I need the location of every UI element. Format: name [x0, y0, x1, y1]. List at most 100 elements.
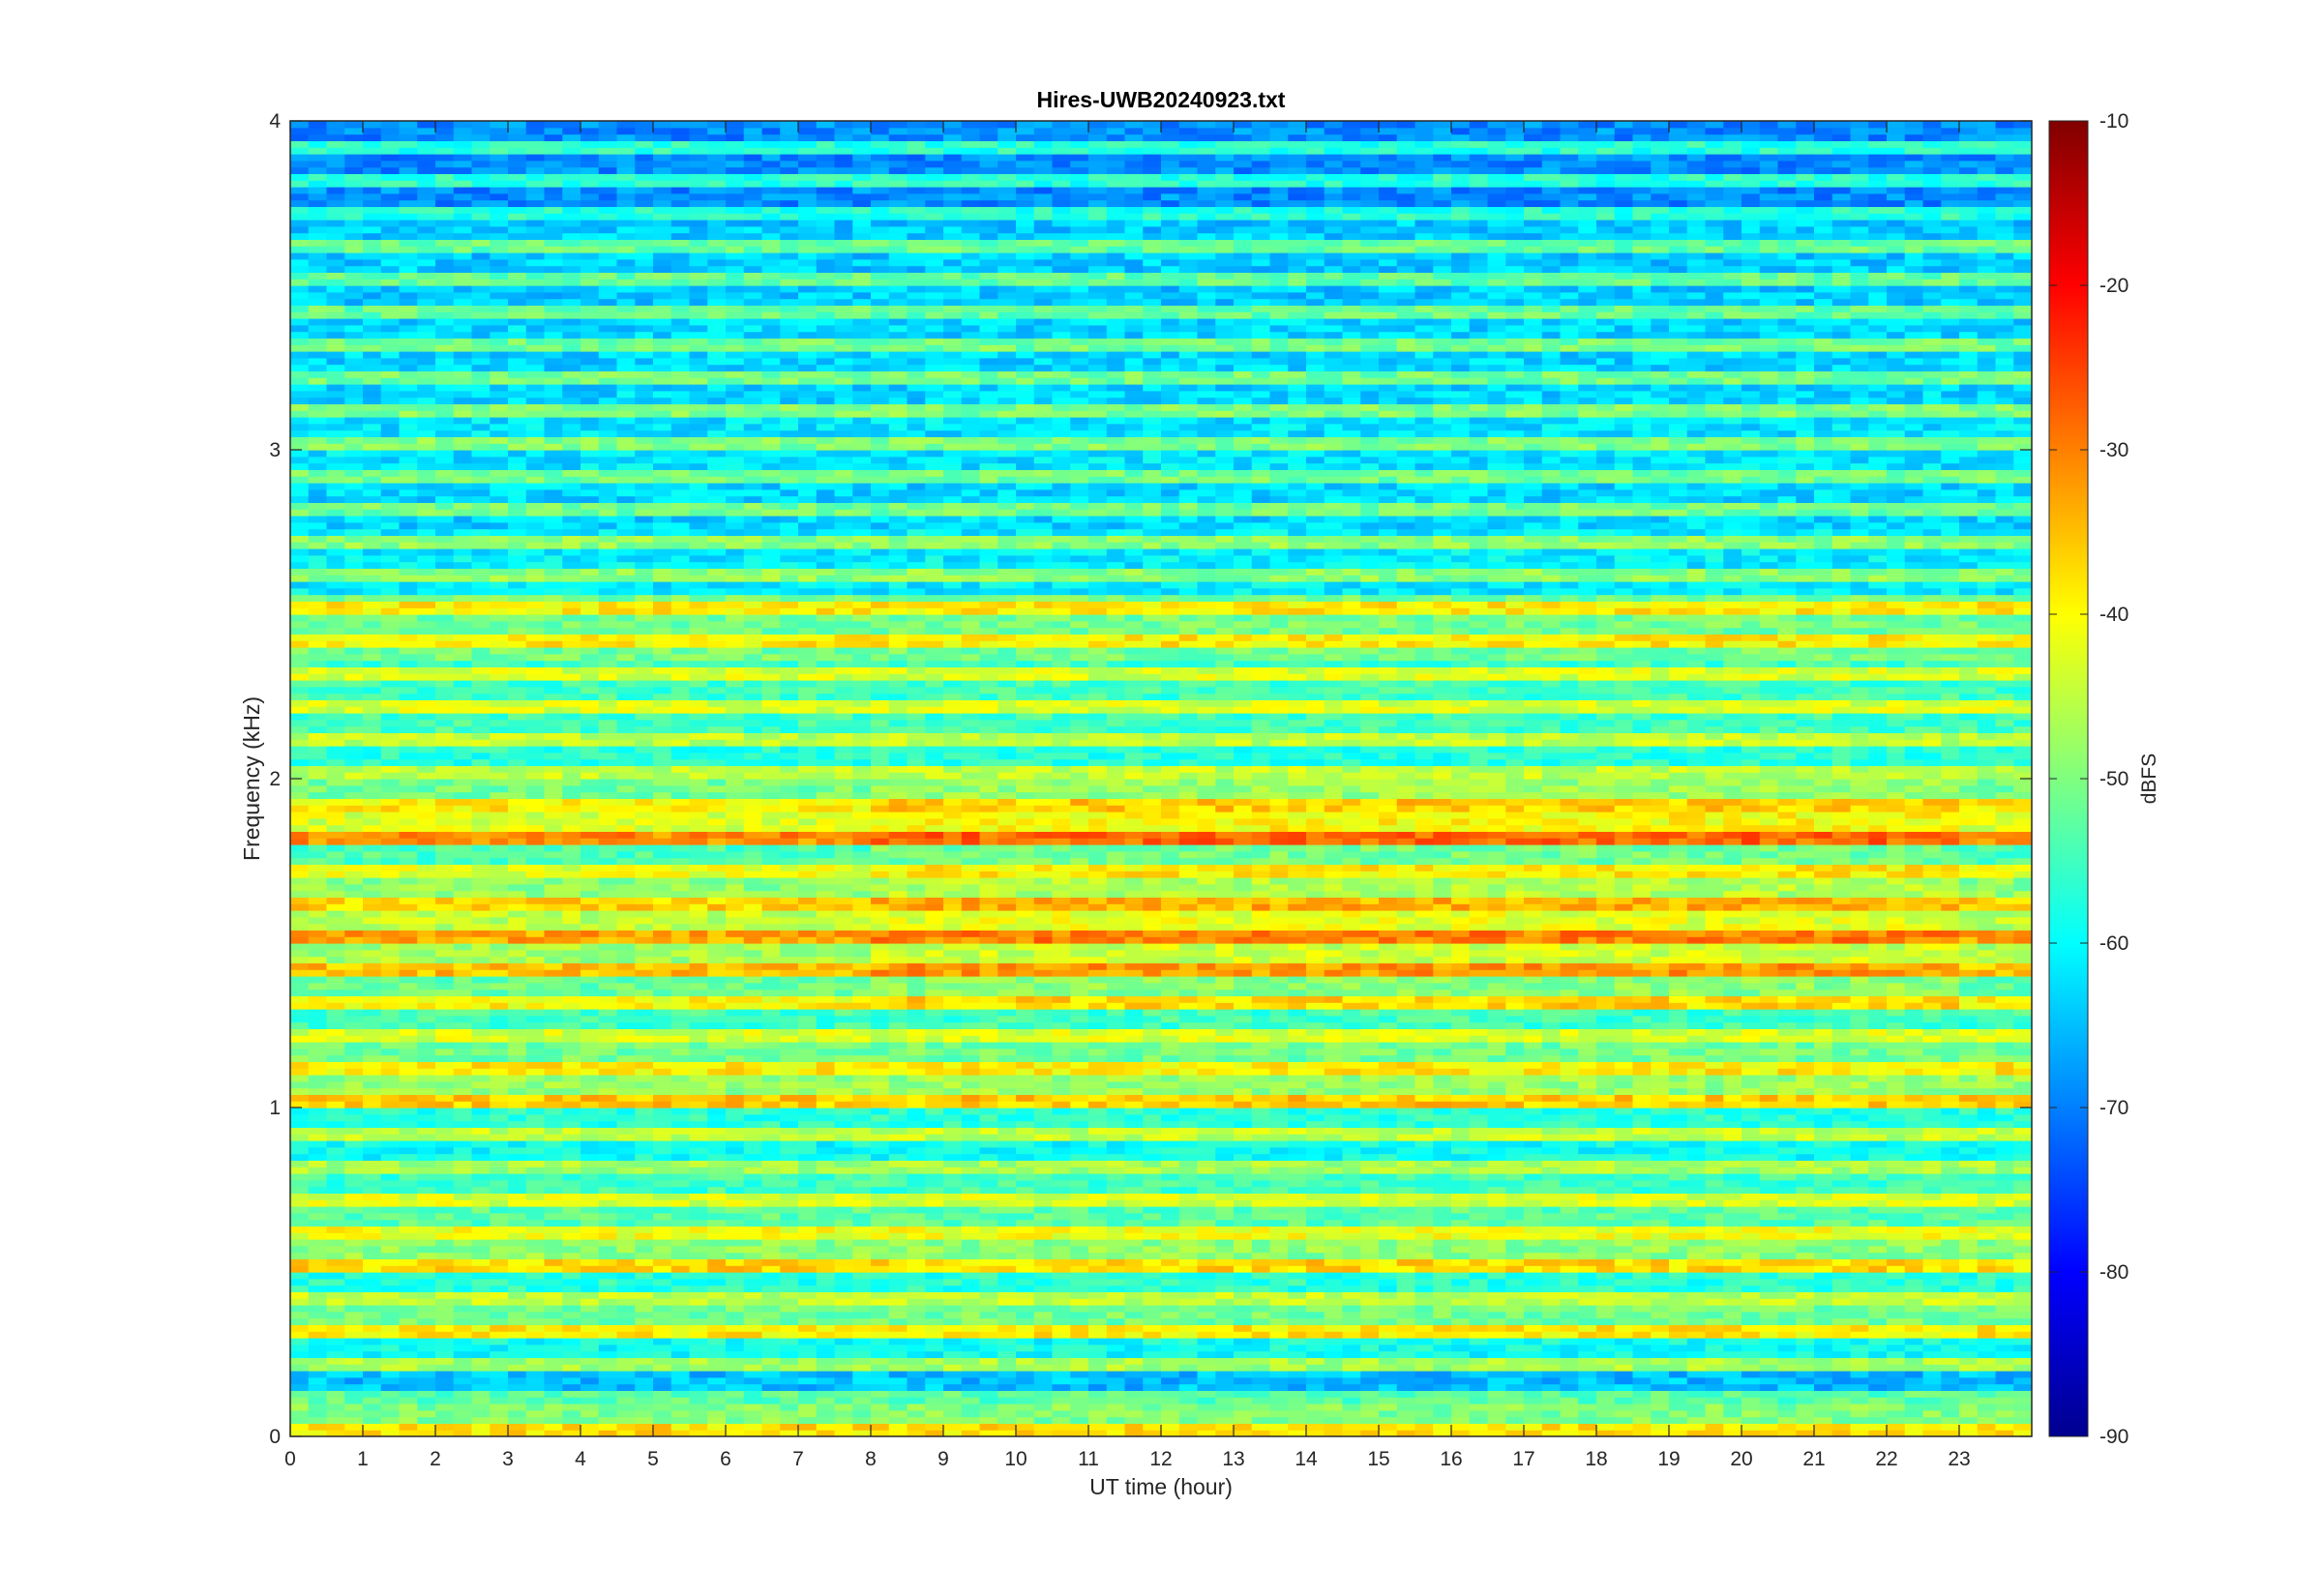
heatmap-cell	[1723, 1094, 1742, 1102]
heatmap-cell	[1796, 1101, 1815, 1108]
heatmap-cell	[852, 1258, 872, 1266]
heatmap-cell	[943, 1212, 963, 1221]
heatmap-cell	[453, 1376, 473, 1385]
heatmap-cell	[1052, 1226, 1071, 1233]
heatmap-cell	[1922, 1278, 1942, 1286]
heatmap-cell	[1451, 1317, 1471, 1325]
heatmap-cell	[726, 1212, 745, 1221]
heatmap-cell	[1396, 1383, 1416, 1391]
heatmap-cell	[616, 1272, 636, 1280]
heatmap-cell	[344, 1305, 364, 1313]
heatmap-cell	[308, 1108, 328, 1115]
heatmap-cell	[326, 1344, 345, 1352]
heatmap-cell	[1578, 1364, 1597, 1372]
heatmap-cell	[363, 1416, 382, 1424]
heatmap-cell	[1124, 1173, 1144, 1181]
heatmap-cell	[943, 1376, 963, 1385]
heatmap-cell	[670, 1364, 691, 1372]
heatmap-cell	[1288, 1226, 1307, 1233]
heatmap-cell	[1887, 1298, 1906, 1306]
heatmap-cell	[1705, 1146, 1724, 1155]
heatmap-cell	[490, 1344, 509, 1352]
heatmap-cell	[635, 1101, 654, 1108]
heatmap-cell	[1070, 1219, 1089, 1227]
heatmap-cell	[1977, 1160, 1997, 1167]
heatmap-cell	[726, 1331, 745, 1339]
heatmap-cell	[580, 1206, 600, 1214]
heatmap-cell	[435, 1193, 455, 1200]
heatmap-cell	[1396, 1397, 1416, 1404]
heatmap-cell	[544, 1219, 563, 1227]
heatmap-cell	[997, 1397, 1017, 1404]
heatmap-cell	[1451, 1219, 1471, 1227]
heatmap-cell	[1215, 1179, 1235, 1188]
heatmap-cell	[743, 1219, 763, 1227]
heatmap-cell	[2013, 1173, 2032, 1181]
heatmap-cell	[1106, 1371, 1126, 1378]
heatmap-cell	[1033, 1167, 1054, 1174]
heatmap-cell	[1977, 1120, 1997, 1128]
heatmap-cell	[707, 1108, 727, 1115]
heatmap-cell	[490, 1311, 509, 1319]
heatmap-cell	[417, 1239, 436, 1247]
heatmap-cell	[816, 1127, 836, 1135]
heatmap-cell	[1850, 1140, 1869, 1148]
heatmap-cell	[689, 1350, 708, 1358]
heatmap-cell	[453, 1094, 473, 1102]
heatmap-cell	[1070, 1338, 1089, 1345]
heatmap-cell	[689, 1193, 708, 1200]
heatmap-cell	[1524, 1430, 1543, 1436]
heatmap-cell	[580, 1219, 600, 1227]
heatmap-cell	[1288, 1206, 1307, 1214]
heatmap-cell	[1759, 1239, 1779, 1247]
heatmap-cell	[1161, 1239, 1180, 1247]
heatmap-cell	[635, 1232, 654, 1240]
heatmap-cell	[1178, 1186, 1199, 1194]
heatmap-cell	[1269, 1146, 1289, 1155]
heatmap-cell	[1070, 1252, 1089, 1259]
heatmap-cell	[653, 1186, 672, 1194]
heatmap-cell	[1777, 1160, 1797, 1167]
heatmap-cell	[997, 1212, 1017, 1221]
heatmap-cell	[1723, 1101, 1742, 1108]
heatmap-cell	[1632, 1212, 1652, 1221]
heatmap-cell	[1977, 1206, 1997, 1214]
heatmap-cell	[852, 1232, 872, 1240]
heatmap-cell	[1197, 1311, 1216, 1319]
heatmap-cell	[1941, 1160, 1960, 1167]
heatmap-cell	[417, 1305, 436, 1313]
heatmap-cell	[1742, 1173, 1761, 1181]
heatmap-cell	[1088, 1252, 1108, 1259]
heatmap-cell	[1016, 1173, 1035, 1181]
heatmap-cell	[1705, 1193, 1724, 1200]
heatmap-cell	[1396, 1120, 1416, 1128]
heatmap-cell	[907, 1430, 926, 1436]
heatmap-cell	[1941, 1219, 1960, 1227]
heatmap-cell	[1777, 1245, 1797, 1254]
heatmap-cell	[380, 1239, 401, 1247]
heatmap-cell	[308, 1212, 328, 1221]
heatmap-cell	[943, 1160, 963, 1167]
heatmap-cell	[2013, 1364, 2032, 1372]
heatmap-cell	[1106, 1173, 1126, 1181]
heatmap-cell	[979, 1134, 998, 1141]
heatmap-cell	[1251, 1265, 1271, 1273]
heatmap-cell	[907, 1232, 926, 1240]
heatmap-cell	[1686, 1376, 1707, 1385]
heatmap-cell	[1269, 1160, 1289, 1167]
heatmap-cell	[508, 1409, 527, 1418]
heatmap-cell	[1887, 1390, 1906, 1398]
heatmap-cell	[979, 1291, 998, 1299]
heatmap-cell	[1379, 1108, 1398, 1115]
heatmap-cell	[1868, 1357, 1888, 1365]
heatmap-cell	[1360, 1153, 1380, 1161]
heatmap-cell	[852, 1344, 872, 1352]
heatmap-cell	[1178, 1272, 1199, 1280]
heatmap-cell	[961, 1193, 981, 1200]
heatmap-cell	[761, 1134, 781, 1141]
heatmap-cell	[925, 1338, 944, 1345]
heatmap-cell	[670, 1416, 691, 1424]
heatmap-cell	[290, 1206, 310, 1214]
heatmap-cell	[1922, 1291, 1942, 1299]
heatmap-cell	[653, 1272, 672, 1280]
